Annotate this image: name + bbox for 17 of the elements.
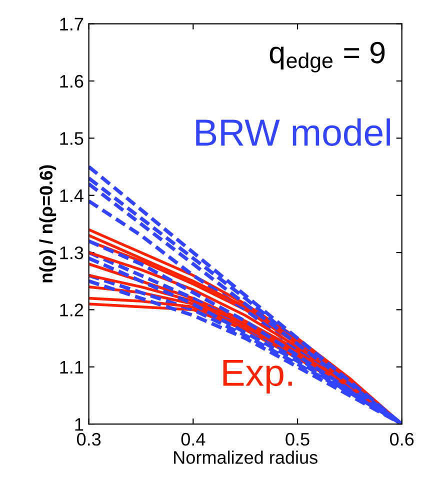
text: BRW model (196, 118, 390, 146)
y-axis-title: n(ρ) / n(ρ=0.6) (39, 165, 56, 282)
y-tick-label: 1.1 (60, 361, 84, 374)
x-axis-title: Normalized radius (174, 450, 318, 464)
series-label: Exp. (223, 360, 292, 394)
x-tick-label: 0.3 (76, 432, 101, 446)
y-tick-label: 1.2 (60, 304, 84, 316)
y-tick-label: 1.4 (60, 189, 84, 202)
y-tick-label: 1.5 (60, 132, 84, 145)
y-tick-label: 1.7 (60, 18, 84, 30)
y-tick-label: 1.3 (60, 246, 84, 260)
annotation: q$_{edge}$ = 9 (270, 42, 385, 72)
x-tick-label: 0.6 (390, 432, 414, 446)
x-tick-label: 0.5 (286, 432, 310, 446)
x-tick-label: 0.4 (181, 432, 206, 446)
y-tick-label: 1.6 (60, 74, 84, 88)
y-tick-label: 1 (75, 418, 84, 431)
